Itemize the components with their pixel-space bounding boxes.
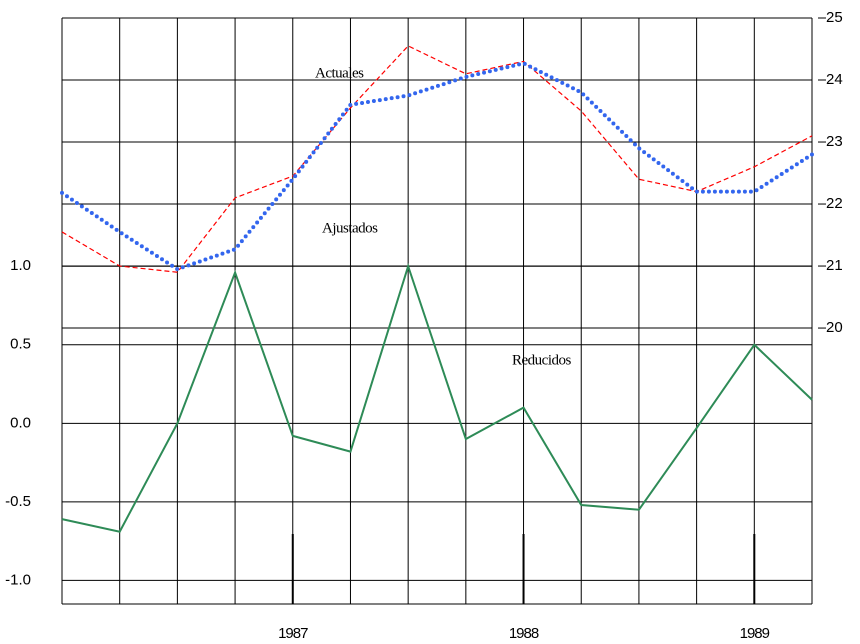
series-label: Reducidos [512,352,571,368]
series-line [60,61,814,272]
y2-tick-label: 24 [826,71,843,88]
y-tick-label: 0.5 [10,336,31,353]
y2-tick-label: 20 [826,319,843,336]
y2-tick-label: 23 [826,133,843,150]
series-line [61,45,813,273]
y2-tick-label: 21 [826,257,843,274]
x-tick-label: 1988 [509,625,539,642]
y-tick-label: -1.0 [5,571,31,588]
series-label: Actuales [315,65,364,81]
y-tick-label: 1.0 [10,257,31,274]
series-line [61,262,813,533]
x-tick-label: 1989 [740,625,770,642]
y-tick-label: 0.0 [10,414,31,431]
series-label: Ajustados [322,220,378,236]
x-tick-label: 1987 [278,625,308,642]
y2-tick-label: 22 [826,195,843,212]
y2-tick-label: 25 [826,9,843,26]
y-tick-label: -0.5 [5,493,31,510]
